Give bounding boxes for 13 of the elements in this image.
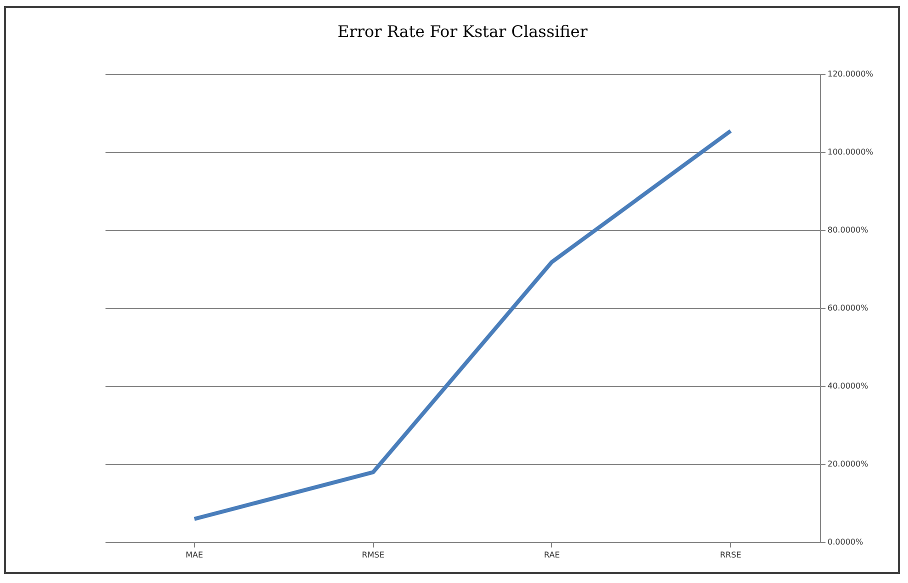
x-tick-label: RRSE — [720, 550, 742, 560]
y-tick-label: 80.0000% — [828, 226, 869, 234]
x-tick-label: RAE — [544, 550, 560, 560]
chart-title: Error Rate For Kstar Classifier — [338, 22, 588, 41]
y-tick-label: 40.0000% — [828, 382, 869, 390]
x-tick-label: RMSE — [362, 550, 384, 560]
line-series — [192, 128, 733, 521]
y-tick-label: 120.0000% — [828, 70, 874, 78]
y-tick-label: 0.0000% — [828, 538, 864, 546]
y-tick-label: 20.0000% — [828, 460, 869, 468]
x-tick-label: MAE — [186, 550, 204, 560]
y-tick-label: 100.0000% — [828, 148, 874, 156]
y-tick-label: 60.0000% — [828, 304, 869, 312]
